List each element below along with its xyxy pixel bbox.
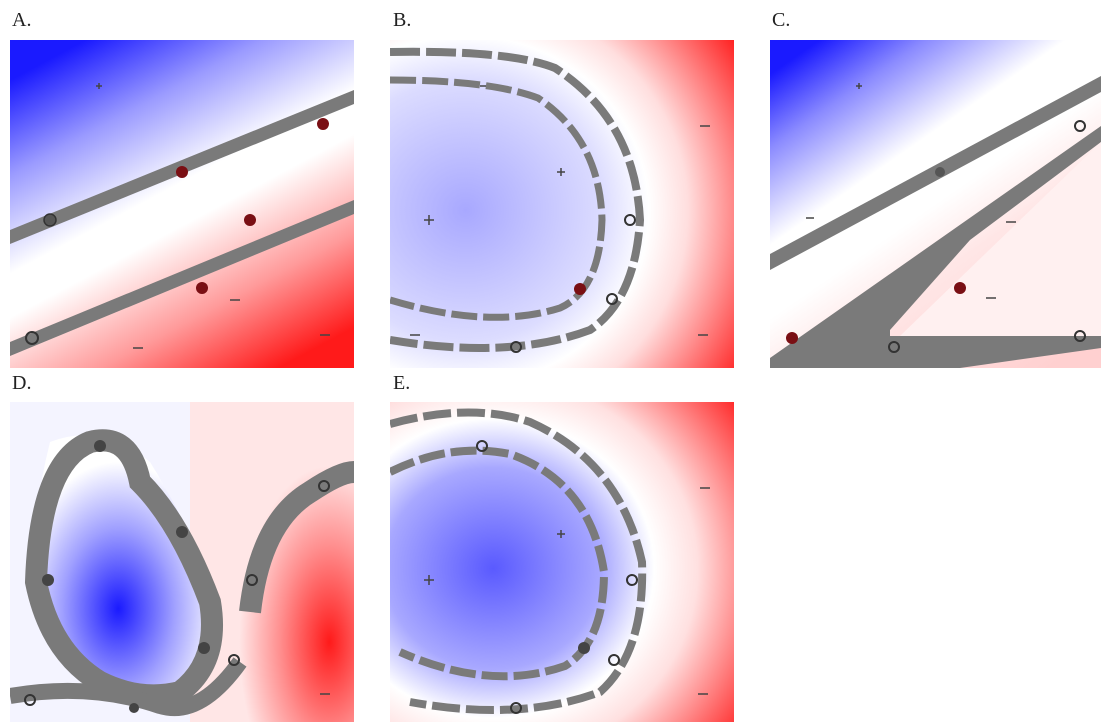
panel-label-c: C. — [772, 9, 791, 31]
support-vectors-b — [510, 214, 636, 353]
panel-label-b: B. — [393, 9, 412, 31]
panel-b-plot — [390, 40, 734, 368]
support-vectors-e — [476, 440, 638, 714]
panel-label-a: A. — [12, 9, 32, 31]
sample-markers-e — [424, 487, 710, 695]
sample-markers-c — [806, 83, 1016, 299]
panel-a-plot — [10, 40, 354, 368]
support-vectors-d — [24, 440, 330, 713]
sample-markers-a — [96, 83, 330, 349]
sample-markers-b — [410, 85, 710, 336]
panel-e-plot — [390, 402, 734, 722]
panel-c-plot — [770, 40, 1101, 368]
panel-label-d: D. — [12, 372, 32, 394]
panel-d-plot — [10, 402, 354, 722]
panel-label-e: E. — [393, 372, 411, 394]
support-vectors-a — [25, 118, 329, 345]
support-vectors-c — [786, 120, 1086, 353]
